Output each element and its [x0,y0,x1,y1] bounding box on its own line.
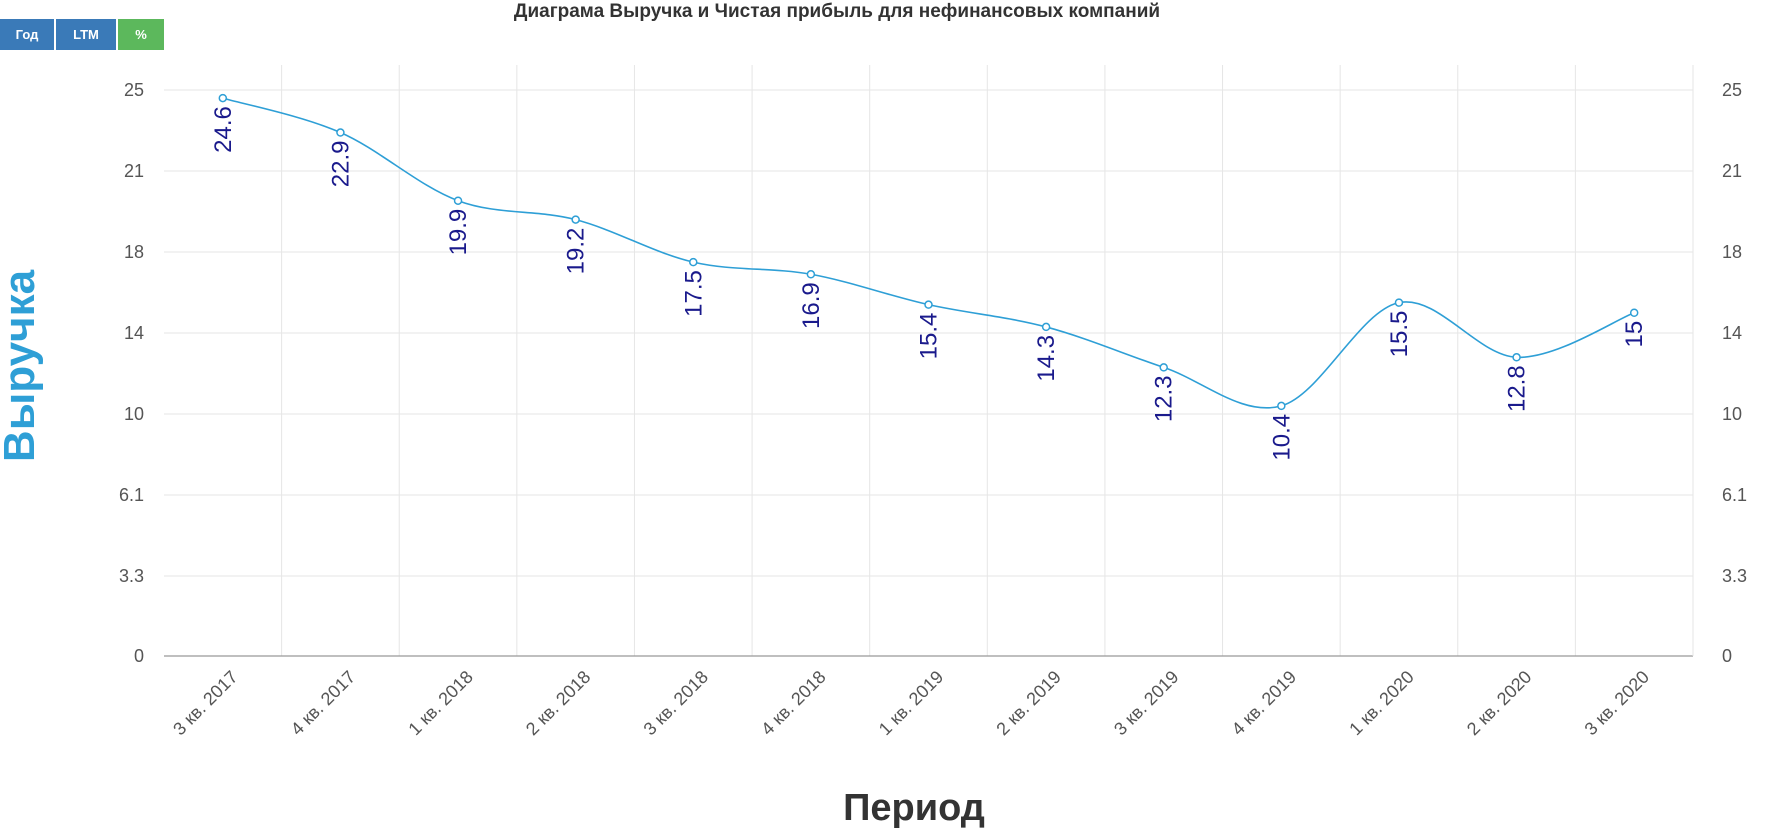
x-tick-label: 2 кв. 2018 [522,667,594,739]
data-point [806,270,816,279]
y-tick-label-left: 10 [124,404,144,424]
data-label: 22.9 [327,141,354,188]
x-tick-label: 4 кв. 2018 [757,667,829,739]
y-tick-label-right: 10 [1722,404,1742,424]
y-tick-label-right: 14 [1722,323,1742,343]
data-label: 12.3 [1151,375,1178,422]
x-tick-label: 3 кв. 2019 [1110,667,1182,739]
year-button[interactable]: Год [0,19,54,50]
y-axis-label: Выручка [0,269,44,462]
x-tick-label: 1 кв. 2020 [1345,667,1417,739]
x-tick-label: 3 кв. 2020 [1581,667,1653,739]
data-point [1512,353,1521,362]
data-label: 15.4 [916,313,943,360]
y-tick-label-right: 6.1 [1722,485,1747,505]
x-tick-labels: 3 кв. 2017 4 кв. 2017 1 кв. 2018 2 кв. 2018… [169,667,1653,739]
x-tick-label: 3 кв. 2017 [169,667,241,739]
data-label: 10.4 [1268,414,1295,461]
grid [164,65,1693,656]
data-point [1041,322,1051,332]
x-tick-label: 4 кв. 2017 [287,667,359,739]
y-tick-label-left: 25 [124,80,144,100]
x-tick-label: 3 кв. 2018 [640,667,712,739]
axes [164,65,1694,657]
data-point [1159,363,1168,372]
series-line [222,97,1635,409]
y-tick-label-right: 18 [1722,242,1742,262]
data-label: 24.6 [210,106,237,153]
x-tick-label: 2 кв. 2019 [992,667,1064,739]
data-point [218,93,228,103]
data-label: 19.2 [563,228,590,275]
data-label: 19.9 [445,209,472,256]
x-tick-label: 1 кв. 2018 [404,667,476,739]
x-tick-label: 4 кв. 2019 [1228,667,1300,739]
data-point [571,215,580,224]
y-tick-label-left: 18 [124,242,144,262]
y-tick-labels: 0 0 3.3 3.3 6.1 6.1 10 10 14 14 18 18 21 21 25 25 [119,80,1747,666]
y-tick-label-left: 21 [124,161,144,181]
x-tick-label: 1 кв. 2019 [875,667,947,739]
data-points [218,93,1639,411]
data-point [689,257,698,267]
data-label: 16.9 [798,282,825,329]
percent-button[interactable]: % [118,19,164,50]
y-tick-label-left: 0 [134,646,144,666]
x-axis-label: Период [843,787,985,829]
y-tick-label-right: 3.3 [1722,566,1747,586]
data-point [924,300,933,309]
data-label: 14.3 [1033,335,1060,382]
data-point [453,196,463,205]
data-label: 15.5 [1386,311,1413,358]
y-tick-label-right: 0 [1722,646,1732,666]
data-label: 17.5 [680,270,707,317]
y-tick-label-left: 6.1 [119,485,144,505]
data-labels: 24.6 22.9 19.9 19.2 17.5 16.9 15.4 14.3 12.3 10.4… [210,106,1648,461]
toolbar: Год LTM % [0,19,164,50]
data-label: 12.8 [1504,365,1531,412]
data-point [1394,298,1404,307]
y-tick-label-right: 21 [1722,161,1742,181]
data-point [1277,401,1286,411]
data-point [336,128,345,137]
data-point [1629,308,1639,317]
y-tick-label-left: 14 [124,323,144,343]
y-tick-label-right: 25 [1722,80,1742,100]
chart-title: Диаграма Выручка и Чистая прибыль для не… [514,1,1160,22]
data-label: 15 [1621,321,1648,348]
ltm-button[interactable]: LTM [56,19,116,50]
y-tick-label-left: 3.3 [119,566,144,586]
x-tick-label: 2 кв. 2020 [1463,667,1535,739]
